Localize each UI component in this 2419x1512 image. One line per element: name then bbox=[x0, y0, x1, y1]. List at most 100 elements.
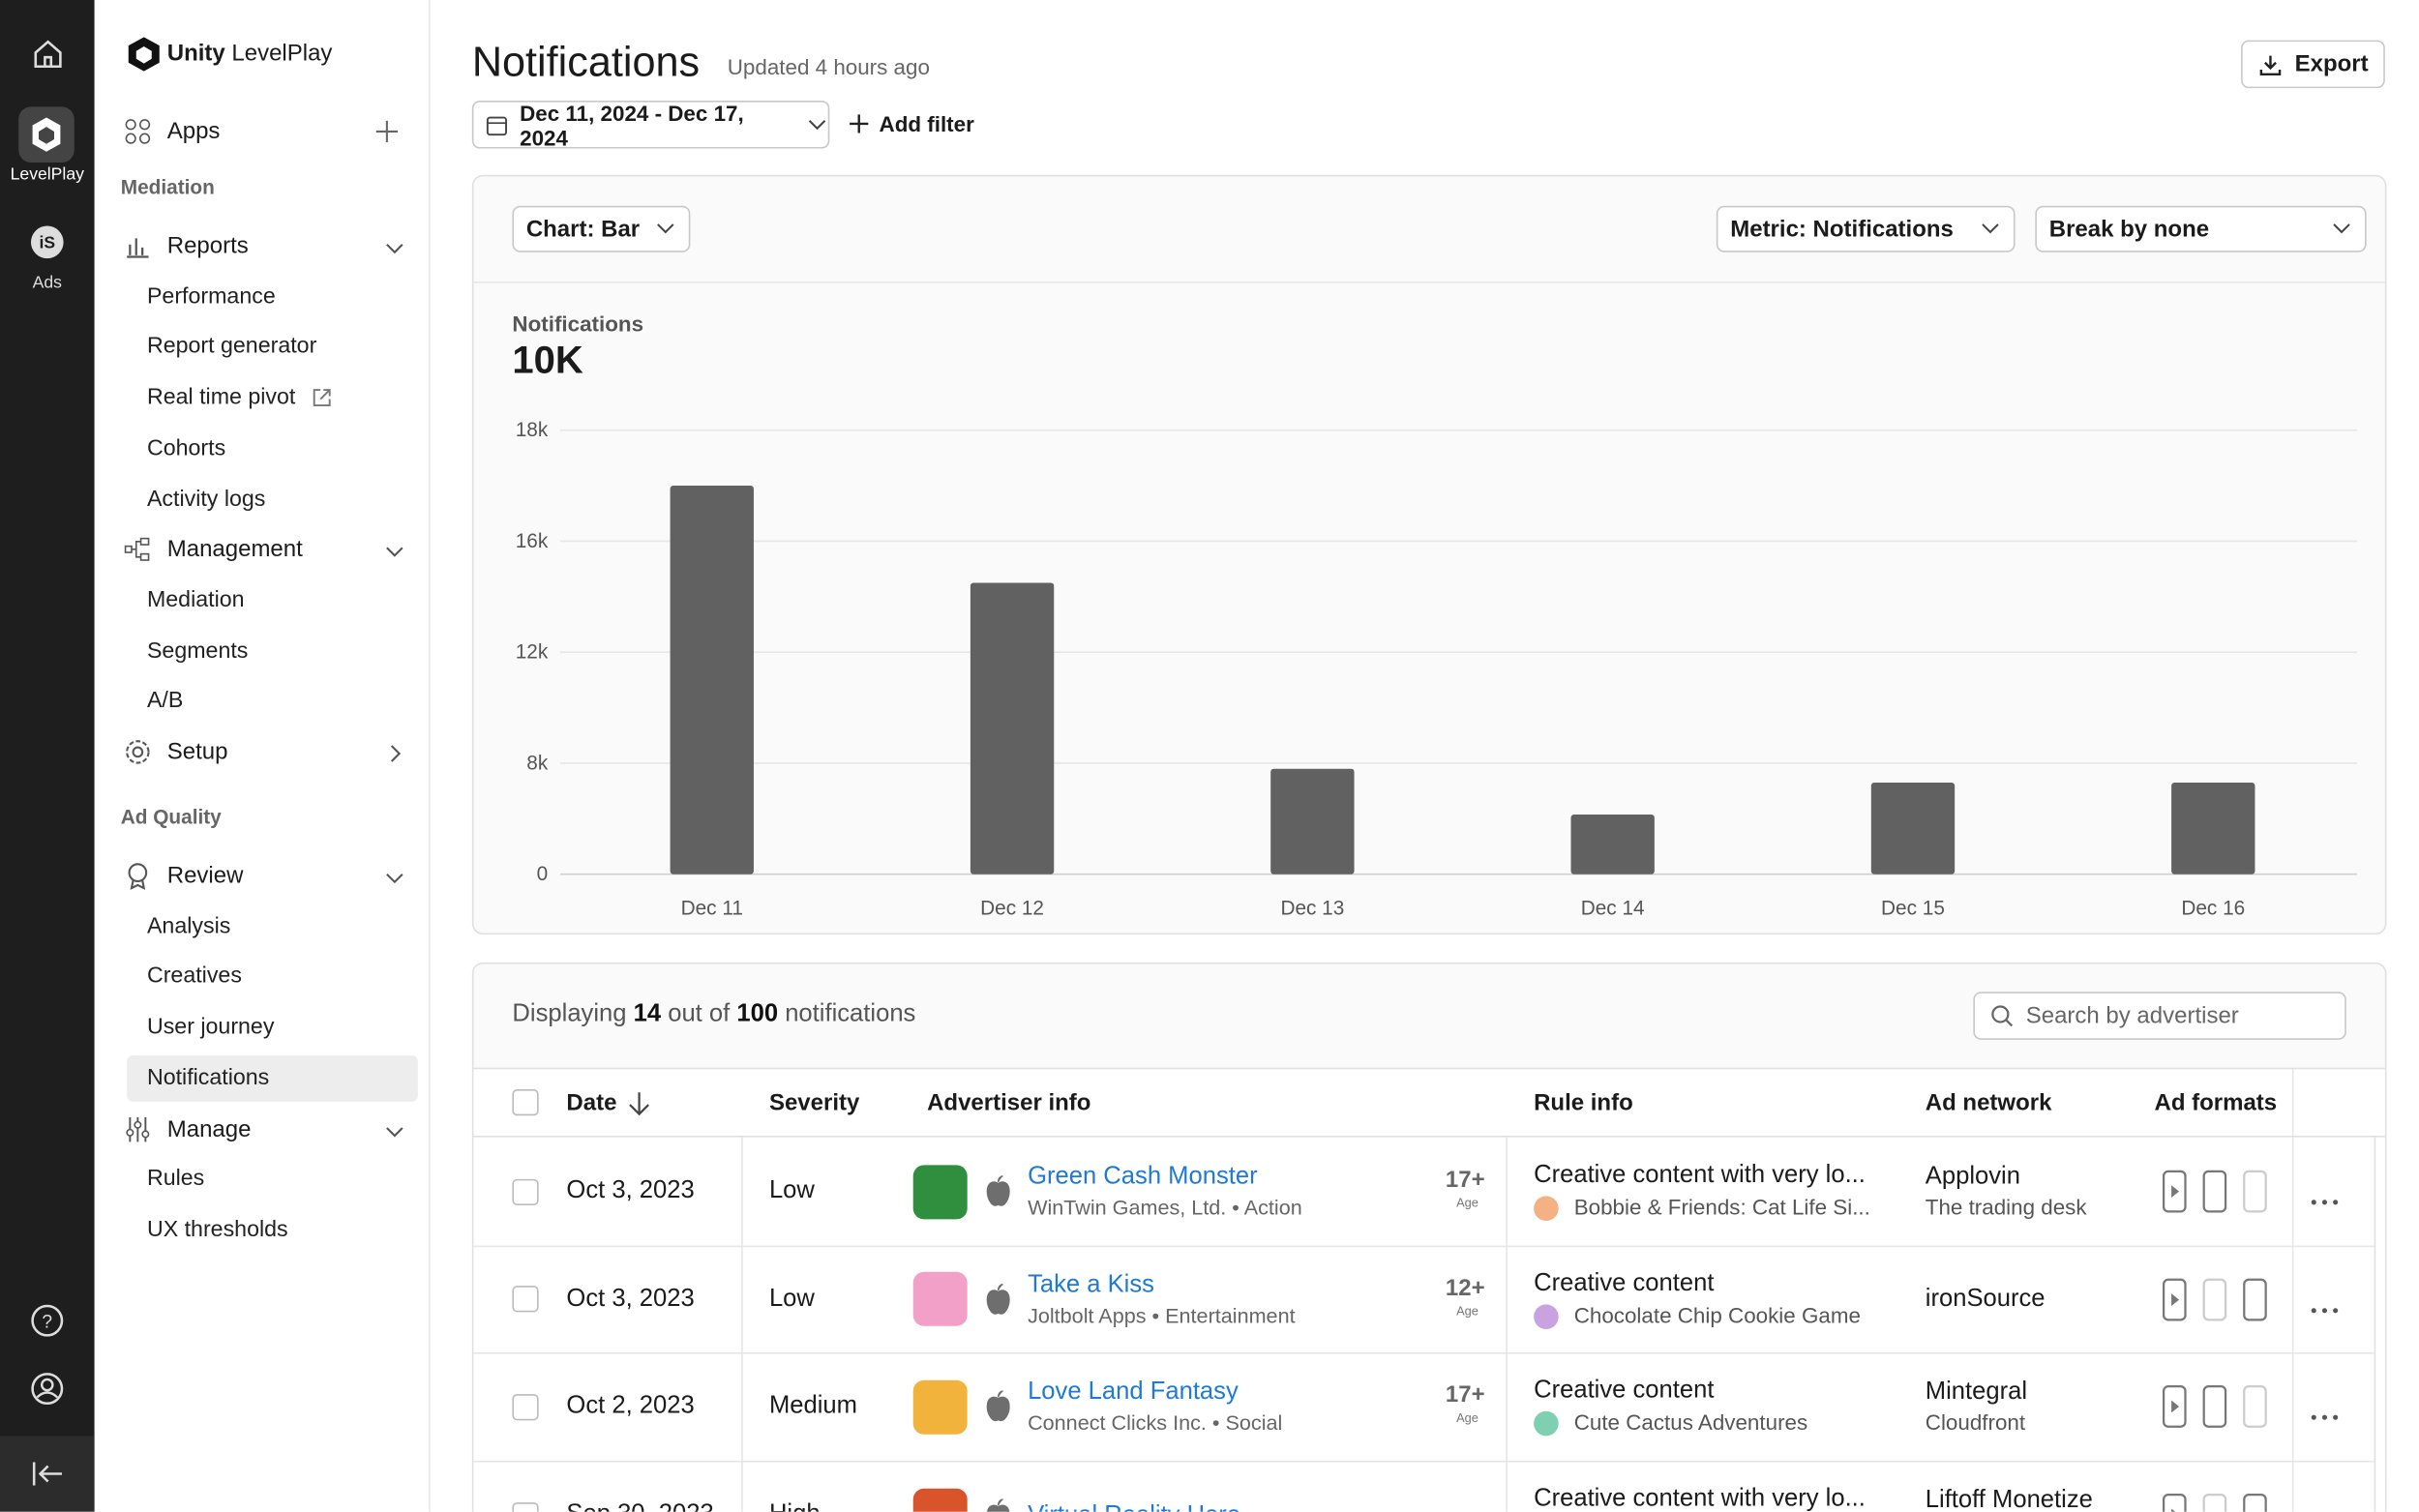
chevron[interactable] bbox=[385, 1119, 403, 1138]
row-menu[interactable] bbox=[2311, 1294, 2339, 1313]
nav-item[interactable]: Activity logs bbox=[146, 487, 266, 512]
nav-item[interactable]: Real time pivot bbox=[146, 385, 296, 411]
sort-icon[interactable] bbox=[627, 1091, 652, 1117]
app-name[interactable]: Love Land Fantasy bbox=[1028, 1379, 1239, 1406]
nav-item[interactable]: Segments bbox=[146, 637, 249, 664]
row-menu[interactable] bbox=[2311, 1510, 2339, 1511]
dropdown[interactable]: Metric: Notifications bbox=[1716, 205, 2016, 252]
rail-label[interactable]: Ads bbox=[32, 274, 62, 293]
cell-date: Oct 3, 2023 bbox=[566, 1177, 695, 1204]
group-icon[interactable] bbox=[124, 1114, 152, 1142]
table bbox=[473, 1067, 2385, 1512]
app-name[interactable]: Take a Kiss bbox=[1028, 1271, 1154, 1298]
home-icon[interactable] bbox=[31, 37, 65, 71]
date-range[interactable]: Dec 11, 2024 - Dec 17, 2024 bbox=[520, 100, 744, 150]
add-filter[interactable]: Add filter bbox=[849, 111, 974, 136]
app-name[interactable]: Green Cash Monster bbox=[1028, 1163, 1258, 1191]
export-button[interactable]: Export bbox=[2241, 40, 2385, 89]
nav-group[interactable]: Management bbox=[166, 536, 303, 563]
nav-group[interactable]: Manage bbox=[166, 1115, 252, 1142]
column-header[interactable]: Advertiser info bbox=[927, 1089, 1091, 1117]
app-meta: WinTwin Games, Ltd. • Action bbox=[1028, 1196, 1302, 1219]
search-placeholder[interactable]: Search by advertiser bbox=[2025, 1002, 2239, 1029]
add-app[interactable] bbox=[375, 120, 399, 143]
divider bbox=[2291, 1137, 2294, 1246]
chevron[interactable] bbox=[385, 867, 403, 885]
column-header[interactable]: Severity bbox=[768, 1089, 860, 1117]
nav-item[interactable]: Performance bbox=[146, 283, 276, 310]
age-rating: 12+ bbox=[1445, 1274, 1485, 1301]
group-icon[interactable] bbox=[124, 232, 152, 260]
checkbox[interactable] bbox=[512, 1393, 539, 1421]
search-box[interactable]: Search by advertiser bbox=[1973, 992, 2346, 1040]
dropdown-label[interactable]: Chart: Bar bbox=[525, 216, 641, 243]
checkbox[interactable] bbox=[512, 1178, 539, 1205]
column-header[interactable]: Rule info bbox=[1534, 1089, 1633, 1117]
column-header[interactable]: Date bbox=[566, 1089, 617, 1117]
row-menu[interactable] bbox=[2311, 1187, 2339, 1205]
nav-item[interactable]: Report generator bbox=[146, 335, 317, 360]
platform-icon bbox=[984, 1390, 1012, 1424]
column-header[interactable]: Ad network bbox=[1925, 1089, 2052, 1117]
checkbox[interactable] bbox=[512, 1501, 539, 1512]
nav-item[interactable]: A/B bbox=[146, 689, 184, 714]
nav-item[interactable]: Rules bbox=[146, 1167, 205, 1192]
apps-icon[interactable] bbox=[124, 118, 152, 146]
add-filter-label[interactable]: Add filter bbox=[879, 111, 974, 136]
column-header[interactable]: Ad formats bbox=[2154, 1089, 2278, 1117]
svg-text:?: ? bbox=[42, 1312, 52, 1332]
external-link[interactable] bbox=[311, 387, 332, 408]
rail: LevelPlay iS Ads ? bbox=[0, 0, 95, 1512]
rule-app-icon bbox=[1534, 1196, 1559, 1222]
divider bbox=[1506, 1137, 1508, 1246]
date-range-picker[interactable]: Dec 11, 2024 - Dec 17, 2024 bbox=[471, 100, 830, 150]
bar bbox=[1570, 815, 1655, 875]
y-tick-label: 8k bbox=[526, 752, 549, 774]
rule-app: Chocolate Chip Cookie Game bbox=[1573, 1302, 1861, 1327]
row-menu[interactable] bbox=[2311, 1403, 2339, 1421]
ad-format-icon bbox=[2202, 1494, 2227, 1512]
scrollbar bbox=[2374, 1137, 2376, 1512]
app-name[interactable]: Virtual Reality Hero bbox=[1028, 1502, 1240, 1511]
chevron[interactable] bbox=[385, 237, 403, 255]
nav-item[interactable]: Mediation bbox=[146, 587, 245, 613]
brand-product: LevelPlay bbox=[231, 40, 333, 67]
nav-group[interactable]: Review bbox=[166, 862, 244, 889]
chevron[interactable] bbox=[385, 743, 403, 762]
group-icon[interactable] bbox=[124, 862, 152, 890]
cell-date: Sep 30, 2023 bbox=[566, 1501, 713, 1512]
app-meta: Joltbolt Apps • Entertainment bbox=[1028, 1304, 1296, 1327]
nav-item[interactable]: Cohorts bbox=[146, 435, 226, 461]
dropdown[interactable]: Break by none bbox=[2035, 205, 2367, 252]
checkbox[interactable] bbox=[512, 1089, 539, 1116]
app-icon bbox=[912, 1488, 968, 1512]
nav-item[interactable]: Creatives bbox=[146, 964, 242, 990]
export-label[interactable]: Export bbox=[2294, 50, 2369, 77]
nav-group[interactable]: Setup bbox=[166, 738, 228, 765]
nav-item[interactable]: User journey bbox=[146, 1015, 275, 1041]
nav-item[interactable]: Analysis bbox=[146, 913, 231, 939]
group-icon[interactable] bbox=[124, 738, 152, 766]
cell-date: Oct 2, 2023 bbox=[566, 1393, 695, 1420]
divider bbox=[2291, 1352, 2294, 1462]
checkbox[interactable] bbox=[512, 1286, 539, 1313]
chevron[interactable] bbox=[385, 541, 403, 559]
help-icon[interactable]: ? bbox=[29, 1303, 65, 1339]
collapse-button[interactable] bbox=[0, 1436, 95, 1512]
profile-icon[interactable] bbox=[29, 1371, 65, 1407]
nav-item[interactable]: Notifications bbox=[146, 1065, 270, 1091]
dropdown[interactable]: Chart: Bar bbox=[512, 205, 691, 252]
dropdown-label[interactable]: Metric: Notifications bbox=[1730, 216, 1954, 243]
levelplay-icon[interactable] bbox=[18, 106, 75, 163]
cell-severity: High bbox=[769, 1501, 821, 1512]
divider bbox=[741, 1461, 743, 1512]
ads-icon[interactable]: iS bbox=[29, 224, 65, 260]
nav-group[interactable]: Reports bbox=[166, 232, 249, 259]
dropdown-label[interactable]: Break by none bbox=[2048, 216, 2210, 243]
nav-item[interactable]: Apps bbox=[166, 118, 221, 145]
group-icon[interactable] bbox=[124, 536, 152, 564]
nav-item[interactable]: UX thresholds bbox=[146, 1217, 288, 1243]
cell-date: Oct 3, 2023 bbox=[566, 1285, 695, 1312]
rail-label[interactable]: LevelPlay bbox=[10, 165, 84, 185]
